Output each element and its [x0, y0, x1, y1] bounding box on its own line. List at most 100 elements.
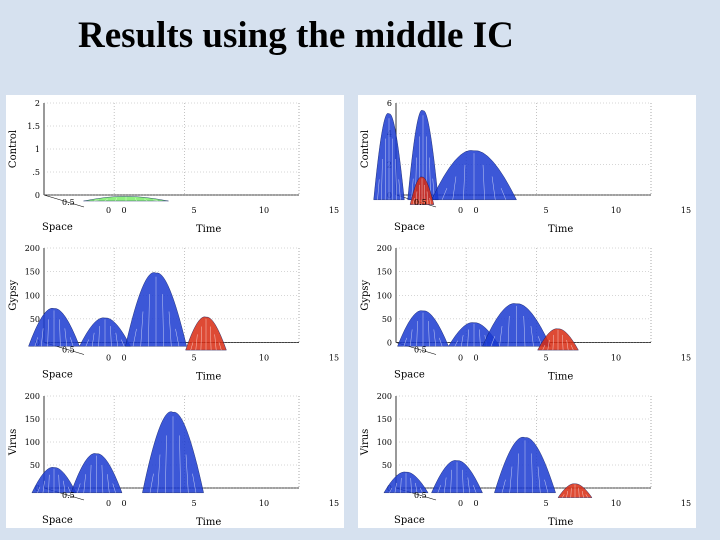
surface-mesh-line [467, 329, 469, 347]
surface-mesh-line [140, 311, 144, 347]
z-tick-label: 200 [25, 392, 40, 401]
time-tick-label: 10 [611, 499, 621, 508]
surface-mesh-line [552, 334, 554, 351]
space-axis-label: Space [42, 222, 73, 233]
surface-mesh-line [85, 339, 89, 347]
z-tick-label: 100 [25, 438, 40, 447]
surface-mesh-line [41, 328, 44, 347]
z-tick-label: 1 [35, 145, 40, 154]
space-axis-label: Space [42, 370, 73, 381]
z-tick-label: 150 [377, 415, 392, 424]
surface-mesh-line [98, 326, 100, 347]
surface-mesh-line [403, 337, 407, 347]
surface-mesh-line [192, 473, 197, 493]
time-axis-label: Time [548, 517, 573, 528]
time-tick-label: 10 [611, 206, 621, 215]
surface-mesh-line [175, 328, 180, 347]
z-tick-label: 200 [377, 244, 392, 253]
time-tick-label: 0 [121, 354, 126, 363]
surface-mesh-line [411, 178, 414, 200]
surface-mesh-line [562, 334, 564, 351]
z-axis-label: Control [360, 130, 371, 168]
surface-mesh-line [581, 490, 584, 498]
surface-mesh-line [562, 494, 565, 498]
surface-mesh-line [115, 197, 118, 202]
space-tick-label: 0 [458, 206, 463, 215]
z-axis-label: Gypsy [360, 279, 371, 310]
z-tick-label: 50 [30, 315, 40, 324]
surface-mesh-line [566, 490, 569, 498]
z-tick-label: 0 [387, 339, 392, 348]
surface-mesh-line [112, 483, 116, 493]
surface-mesh-line [185, 454, 189, 493]
surface-mesh-line [384, 138, 386, 200]
surface-mesh-line [439, 337, 443, 347]
time-tick-label: 10 [259, 354, 269, 363]
space-tick-label: 0.5 [414, 346, 427, 355]
surface-mesh-line [101, 464, 104, 493]
surface-mesh-line [429, 197, 432, 205]
surface-mesh-line [110, 326, 112, 347]
time-tick-label: 15 [329, 499, 339, 508]
surface-mesh-line [444, 477, 447, 493]
time-tick-label: 10 [259, 206, 269, 215]
z-axis-label: Control [8, 130, 19, 168]
surface-mesh-line [70, 337, 74, 347]
surface-mesh-line [392, 138, 394, 200]
time-tick-label: 0 [121, 499, 126, 508]
time-tick-label: 5 [543, 354, 548, 363]
surface-mesh-line [461, 335, 464, 347]
space-tick-label: 0.5 [414, 491, 427, 500]
surface-mesh-line [165, 435, 167, 493]
surface-mesh-line [389, 487, 393, 493]
surface-mesh-line [214, 334, 217, 351]
space-axis-label: Space [42, 515, 73, 526]
surface-mesh-line [58, 474, 60, 493]
surface-mesh-line [400, 478, 402, 493]
surface-mesh-line [499, 326, 503, 347]
surface-mesh-line [121, 339, 125, 347]
time-tick-label: 5 [543, 206, 548, 215]
space-tick-label: 0 [458, 354, 463, 363]
surface-mesh-line [394, 482, 397, 493]
z-tick-label: 1.5 [27, 122, 40, 131]
time-axis-label: Time [196, 517, 221, 528]
surface-mesh-line [115, 332, 118, 347]
surface-mesh-line [200, 326, 202, 351]
surface-mesh-line [415, 191, 418, 205]
space-axis-label: Space [394, 370, 425, 381]
surface-mesh-line [89, 464, 92, 493]
time-tick-label: 5 [543, 499, 548, 508]
surface-mesh-line [157, 454, 161, 493]
z-axis-label: Virus [360, 429, 371, 457]
z-tick-label: 50 [30, 461, 40, 470]
surface-mesh-line [544, 479, 549, 493]
slide-title: Results using the middle IC [78, 15, 514, 56]
z-tick-label: 150 [377, 268, 392, 277]
surface-mesh-line [452, 176, 457, 200]
time-tick-label: 15 [329, 206, 339, 215]
surface-mesh-line [507, 315, 510, 347]
surface-mesh-line [47, 319, 49, 347]
surface-mesh-line [419, 487, 423, 493]
surface-mesh-line [153, 199, 158, 202]
surface-mesh-line [412, 197, 415, 205]
surface-mesh-line [218, 342, 222, 351]
surface-mesh-line [94, 199, 99, 202]
surface-mesh-line [34, 337, 38, 347]
surface-mesh-line [523, 315, 526, 347]
surface-mesh-line [59, 319, 61, 347]
surface-mesh-line [148, 294, 150, 347]
space-axis-label: Space [394, 515, 425, 526]
space-axis-line [43, 194, 85, 208]
surface-mesh-line [104, 198, 109, 202]
space-axis-label: Space [394, 222, 425, 233]
surface-mesh-line [143, 198, 148, 202]
surface-mesh-line [67, 486, 71, 493]
surface-mesh-line [578, 487, 580, 498]
surface-mesh-line [542, 344, 546, 351]
surface-mesh-line [462, 469, 464, 493]
time-tick-label: 0 [473, 499, 478, 508]
